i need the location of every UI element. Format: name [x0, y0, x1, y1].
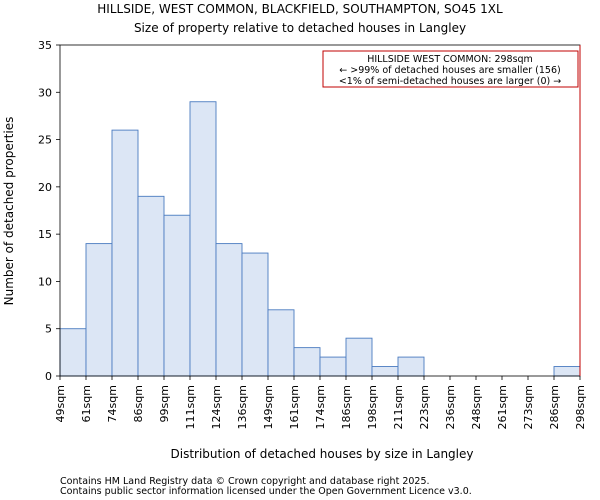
bar-86sqm — [137, 195, 165, 377]
y-tick-label: 35 — [38, 39, 52, 52]
y-tick-label: 10 — [38, 275, 52, 288]
x-tick-label: 273sqm — [522, 385, 535, 429]
bar-61sqm — [85, 243, 113, 377]
bar-186sqm — [345, 337, 373, 377]
x-tick-label: 223sqm — [418, 385, 431, 429]
y-tick-label: 15 — [38, 228, 52, 241]
y-tick-label: 5 — [45, 323, 52, 336]
annotation-line-3: <1% of semi-detached houses are larger (… — [339, 76, 561, 87]
x-tick-label: 149sqm — [262, 385, 275, 429]
bar-211sqm — [397, 356, 425, 377]
bar-286sqm — [553, 366, 581, 377]
x-tick-label: 136sqm — [236, 385, 249, 429]
bar-161sqm — [293, 347, 321, 377]
x-tick-label: 248sqm — [470, 385, 483, 429]
bar-149sqm — [267, 309, 295, 377]
x-tick-label: 198sqm — [366, 385, 379, 429]
x-tick-label: 49sqm — [54, 385, 67, 422]
bar-136sqm — [241, 252, 269, 377]
footer-line-1: Contains HM Land Registry data © Crown c… — [60, 476, 430, 487]
bar-111sqm — [189, 101, 217, 377]
x-tick-label: 161sqm — [288, 385, 301, 429]
bar-74sqm — [111, 129, 139, 377]
x-tick-label: 61sqm — [80, 385, 93, 422]
bars-layer — [59, 101, 581, 377]
annotation-box: HILLSIDE WEST COMMON: 298sqm ← >99% of d… — [322, 50, 579, 88]
y-axis-label: Number of detached properties — [2, 117, 16, 306]
bar-198sqm — [371, 366, 399, 377]
x-tick-label: 186sqm — [340, 385, 353, 429]
chart-title-line1: HILLSIDE, WEST COMMON, BLACKFIELD, SOUTH… — [97, 2, 503, 16]
x-tick-label: 236sqm — [444, 385, 457, 429]
annotation-line-2: ← >99% of detached houses are smaller (1… — [339, 65, 560, 76]
x-axis-ticks: 49sqm 61sqm 74sqm 86sqm 99sqm 111sqm 124sqm 136… — [54, 376, 587, 429]
bar-174sqm — [319, 356, 347, 377]
chart-title-line2: Size of property relative to detached ho… — [134, 21, 466, 35]
x-tick-label: 174sqm — [314, 385, 327, 429]
x-tick-label: 211sqm — [392, 385, 405, 429]
y-tick-label: 30 — [38, 86, 52, 99]
bar-124sqm — [215, 243, 243, 377]
y-tick-label: 0 — [45, 370, 52, 383]
x-tick-label: 111sqm — [184, 385, 197, 429]
x-tick-label: 99sqm — [158, 385, 171, 422]
annotation-line-1: HILLSIDE WEST COMMON: 298sqm — [367, 54, 533, 65]
x-tick-label: 261sqm — [496, 385, 509, 429]
x-tick-label: 86sqm — [132, 385, 145, 422]
x-tick-label: 74sqm — [106, 385, 119, 422]
y-axis-ticks: 0 5 10 15 20 25 30 35 — [38, 39, 60, 383]
y-tick-label: 25 — [38, 134, 52, 147]
x-tick-label: 124sqm — [210, 385, 223, 429]
footer-line-2: Contains public sector information licen… — [60, 486, 472, 497]
bar-99sqm — [163, 214, 191, 377]
x-tick-label: 298sqm — [574, 385, 587, 429]
x-tick-label: 286sqm — [548, 385, 561, 429]
bar-49sqm — [59, 328, 87, 377]
x-axis-label: Distribution of detached houses by size … — [171, 447, 474, 461]
y-tick-label: 20 — [38, 181, 52, 194]
